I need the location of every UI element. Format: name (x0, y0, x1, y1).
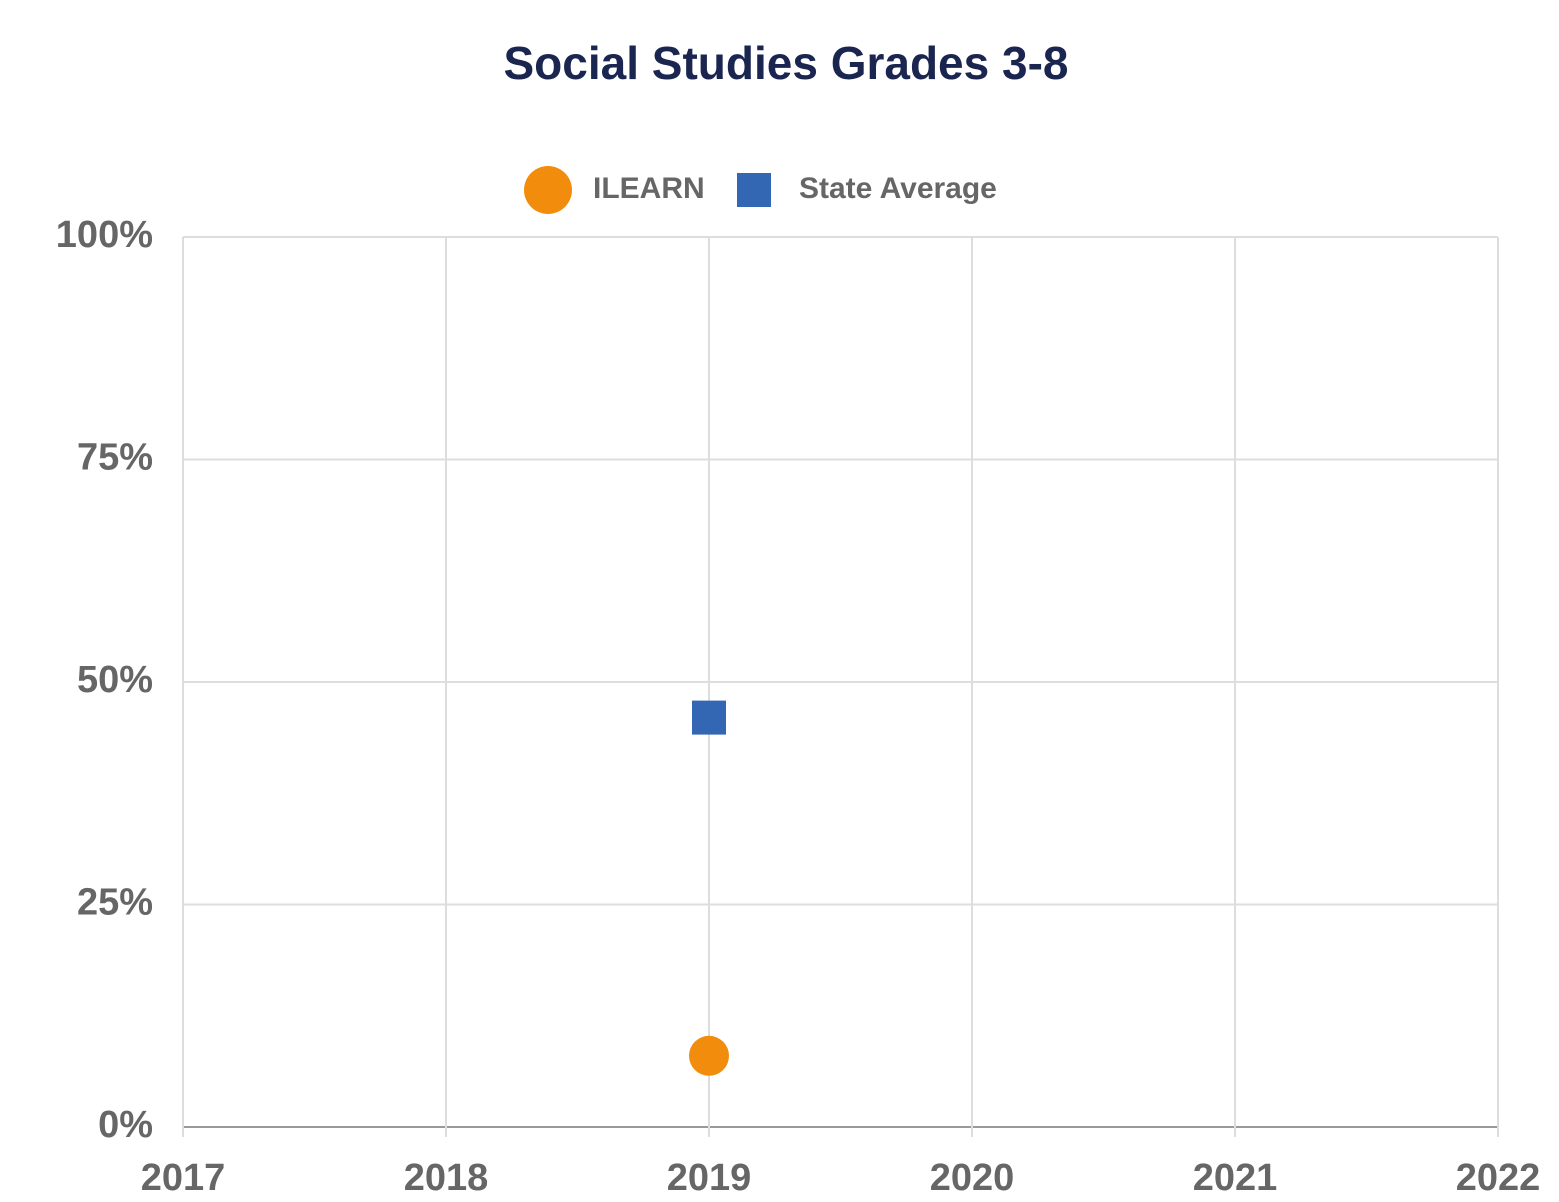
y-tick-label: 25% (77, 882, 153, 924)
x-tick-label: 2021 (1193, 1157, 1278, 1199)
y-tick-label: 0% (98, 1104, 153, 1146)
chart-title: Social Studies Grades 3-8 (503, 37, 1068, 89)
legend-swatch (737, 173, 771, 207)
x-tick-label: 2022 (1456, 1157, 1541, 1199)
x-tick-label: 2020 (930, 1157, 1015, 1199)
point (689, 1035, 729, 1076)
x-tick-label: 2019 (667, 1157, 752, 1199)
y-tick-label: 75% (77, 437, 153, 479)
x-tick-label: 2018 (404, 1157, 489, 1199)
y-tick-label: 100% (56, 214, 153, 256)
legend-label: ILEARN (593, 172, 705, 205)
legend-label: State Average (799, 172, 997, 205)
y-tick-label: 50% (77, 659, 153, 701)
x-tick-label: 2017 (141, 1157, 226, 1199)
point (692, 700, 726, 735)
legend-swatch (524, 166, 572, 214)
